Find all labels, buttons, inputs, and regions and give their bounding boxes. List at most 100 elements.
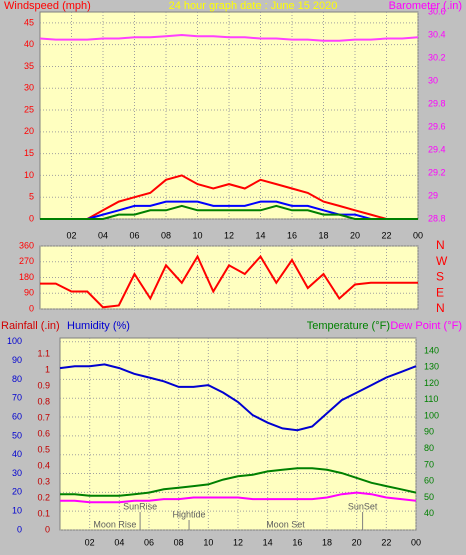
- y-tick-label: 90: [12, 355, 22, 365]
- series-line: [40, 204, 418, 220]
- humidity-label: Humidity (%): [67, 320, 130, 332]
- y-tick-label: 360: [19, 240, 34, 250]
- x-tick-label: 14: [263, 537, 273, 547]
- y-tick-label: 35: [24, 61, 34, 71]
- x-tick-label: 02: [66, 230, 76, 240]
- chart-title: 24 hour graph date : June 15 2020: [169, 0, 338, 12]
- y3-tick-label: 0.1: [37, 508, 50, 518]
- y2-tick-label: 28.8: [428, 213, 446, 223]
- series-line: [60, 491, 417, 504]
- x-tick-label: 10: [203, 537, 213, 547]
- y2-tick-label: 90: [424, 427, 434, 437]
- x-tick-label: 06: [129, 230, 139, 240]
- annotation-label: Moon Set: [266, 519, 305, 529]
- series-line: [60, 467, 417, 497]
- y-tick-label: 0: [29, 213, 34, 223]
- y3-tick-label: 1: [45, 364, 50, 374]
- y2-tick-label: N: [436, 238, 445, 252]
- y-tick-label: 70: [12, 393, 22, 403]
- y-tick-label: 60: [12, 411, 22, 421]
- annotation-label: Moon Rise: [93, 519, 136, 529]
- rainfall-label: Rainfall (.in): [1, 320, 60, 332]
- y2-tick-label: 29.2: [428, 167, 446, 177]
- series-line: [40, 174, 418, 220]
- y2-tick-label: 29.6: [428, 121, 446, 131]
- y-tick-label: 25: [24, 104, 34, 114]
- x-tick-label: 14: [255, 230, 265, 240]
- x-tick-label: 06: [144, 537, 154, 547]
- x-tick-label: 22: [381, 537, 391, 547]
- series-line: [59, 363, 417, 432]
- y-tick-label: 40: [12, 449, 22, 459]
- y2-tick-label: W: [436, 254, 448, 268]
- y3-tick-label: 0: [45, 524, 50, 534]
- y-tick-label: 100: [7, 336, 22, 346]
- x-tick-label: 10: [192, 230, 202, 240]
- y2-tick-label: 60: [424, 476, 434, 486]
- y-tick-label: 10: [12, 506, 22, 516]
- y3-tick-label: 0.7: [37, 412, 50, 422]
- x-tick-label: 08: [161, 230, 171, 240]
- y2-tick-label: S: [436, 270, 444, 284]
- y-tick-label: 40: [24, 39, 34, 49]
- y3-tick-label: 0.6: [37, 428, 50, 438]
- y2-tick-label: 30.2: [428, 52, 446, 62]
- y2-tick-label: 30.4: [428, 29, 446, 39]
- y2-tick-label: 100: [424, 410, 439, 420]
- x-tick-label: 08: [174, 537, 184, 547]
- y3-tick-label: 0.3: [37, 476, 50, 486]
- series-line: [40, 254, 418, 309]
- y2-tick-label: 30.6: [428, 6, 446, 16]
- x-tick-label: 12: [224, 230, 234, 240]
- y2-tick-label: 40: [424, 508, 434, 518]
- y-tick-label: 270: [19, 256, 34, 266]
- y-tick-label: 20: [12, 487, 22, 497]
- annotation-label: SunRise: [123, 501, 157, 511]
- x-tick-label: 22: [381, 230, 391, 240]
- y2-tick-label: 80: [424, 443, 434, 453]
- y2-tick-label: 140: [424, 345, 439, 355]
- x-tick-label: 16: [292, 537, 302, 547]
- plot-area: [39, 11, 419, 220]
- y2-tick-label: 130: [424, 362, 439, 372]
- y-tick-label: 0: [17, 524, 22, 534]
- annotation-label: SunSet: [348, 501, 378, 511]
- y-tick-label: 30: [12, 468, 22, 478]
- y2-tick-label: 110: [424, 394, 438, 404]
- y-tick-label: 45: [24, 17, 34, 27]
- dewpoint-label: Dew Point (°F): [390, 320, 462, 332]
- x-tick-label: 18: [322, 537, 332, 547]
- x-tick-label: 20: [350, 230, 360, 240]
- y3-tick-label: 0.9: [37, 380, 50, 390]
- y3-tick-label: 0.2: [37, 492, 50, 502]
- y2-tick-label: 70: [424, 459, 434, 469]
- series-line: [39, 33, 419, 42]
- y-tick-label: 90: [24, 288, 34, 298]
- y3-tick-label: 0.4: [37, 460, 50, 470]
- x-tick-label: 16: [287, 230, 297, 240]
- temperature-label: Temperature (°F): [307, 320, 390, 332]
- y-tick-label: 50: [12, 430, 22, 440]
- y-tick-label: 0: [29, 303, 34, 313]
- x-tick-label: 20: [352, 537, 362, 547]
- y2-tick-label: 120: [424, 378, 439, 388]
- annotation-label: Hightide: [173, 509, 206, 519]
- y2-tick-label: 29: [428, 190, 438, 200]
- x-tick-label: 04: [98, 230, 108, 240]
- x-tick-label: 02: [85, 537, 95, 547]
- y3-tick-label: 1.1: [37, 348, 50, 358]
- x-tick-label: 18: [318, 230, 328, 240]
- y-tick-label: 5: [29, 192, 34, 202]
- x-tick-label: 00: [411, 537, 421, 547]
- x-tick-label: 04: [114, 537, 124, 547]
- x-tick-label: 00: [413, 230, 423, 240]
- y2-tick-label: 29.4: [428, 144, 446, 154]
- y-tick-label: 20: [24, 126, 34, 136]
- y3-tick-label: 0.5: [37, 444, 50, 454]
- x-tick-label: 12: [233, 537, 243, 547]
- y-tick-label: 30: [24, 83, 34, 93]
- y2-tick-label: 50: [424, 492, 434, 502]
- y-tick-label: 80: [12, 374, 22, 384]
- y-tick-label: 15: [24, 148, 34, 158]
